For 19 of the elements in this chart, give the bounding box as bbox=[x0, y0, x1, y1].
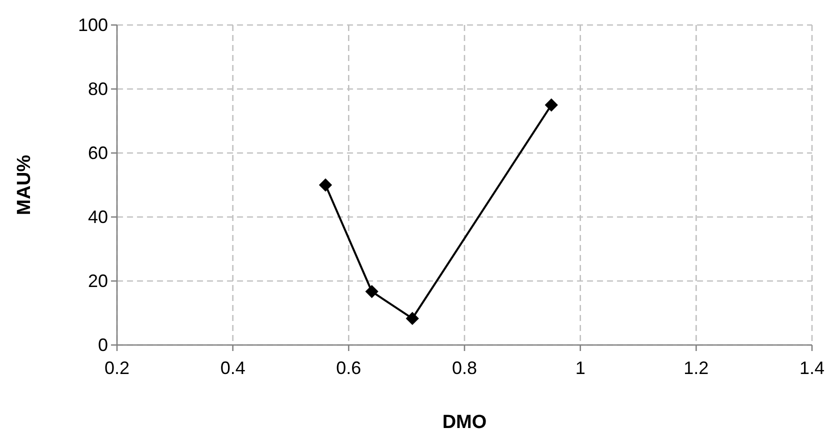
y-tick-label: 40 bbox=[88, 206, 108, 227]
y-tick-label: 80 bbox=[88, 78, 108, 99]
x-tick-label: 1.4 bbox=[799, 358, 825, 378]
x-axis-title: DMO bbox=[442, 412, 487, 433]
y-tick-label: 0 bbox=[98, 334, 108, 355]
x-tick-label: 0.6 bbox=[336, 358, 362, 378]
y-axis-title: MAU% bbox=[14, 154, 35, 216]
y-tick-label: 20 bbox=[88, 270, 108, 291]
point bbox=[406, 312, 419, 326]
point bbox=[365, 284, 378, 298]
x-tick-label: 0.4 bbox=[220, 358, 246, 378]
x-tick-label: 0.2 bbox=[104, 358, 130, 378]
point bbox=[544, 98, 558, 112]
point bbox=[318, 178, 332, 192]
x-tick-label: 0.8 bbox=[452, 358, 478, 378]
y-tick-label: 60 bbox=[88, 142, 108, 163]
y-tick-label: 100 bbox=[78, 14, 108, 35]
x-tick-label: 1 bbox=[575, 358, 586, 378]
x-tick-label: 1.2 bbox=[684, 358, 709, 378]
